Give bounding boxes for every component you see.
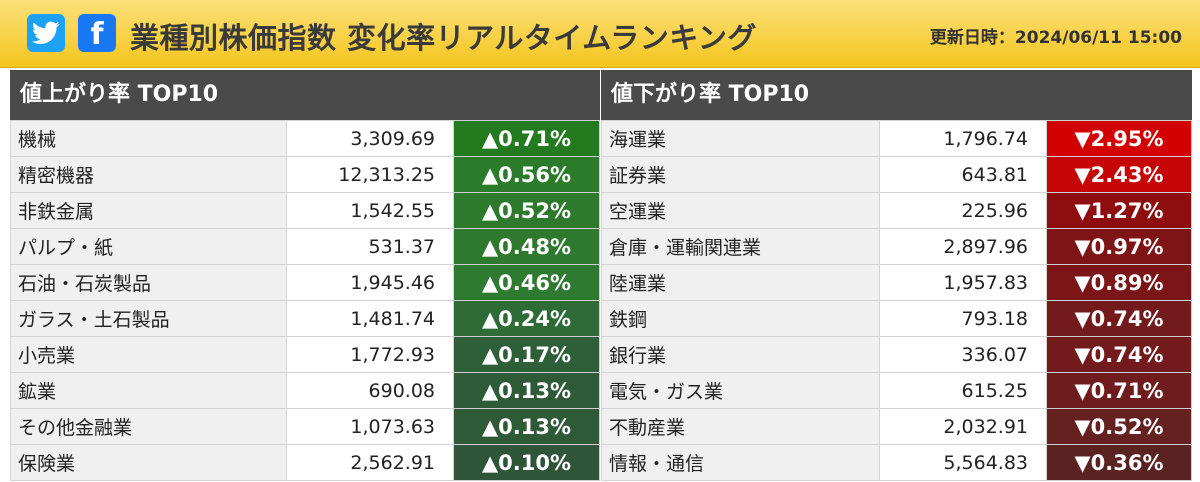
- table-row[interactable]: 精密機器 12,313.25 ▲0.56%: [10, 156, 600, 193]
- sector-name[interactable]: 機械: [10, 120, 287, 157]
- sector-name[interactable]: 鉱業: [10, 372, 287, 409]
- sector-name[interactable]: 証券業: [601, 156, 880, 193]
- sector-name[interactable]: 陸運業: [601, 264, 880, 301]
- change-rate-badge: ▲0.24%: [453, 300, 600, 337]
- change-rate-badge: ▼0.52%: [1046, 408, 1192, 445]
- losers-heading: 値下がり率 TOP10: [601, 70, 1192, 120]
- change-rate-badge: ▼0.89%: [1046, 264, 1192, 301]
- change-rate-badge: ▼2.95%: [1046, 120, 1192, 157]
- change-rate-badge: ▲0.10%: [453, 444, 600, 481]
- table-row[interactable]: 海運業 1,796.74 ▼2.95%: [601, 120, 1192, 157]
- sector-name[interactable]: その他金融業: [10, 408, 287, 445]
- table-row[interactable]: 小売業 1,772.93 ▲0.17%: [10, 336, 600, 373]
- updated-timestamp: 更新日時：2024/06/11 15:00: [929, 28, 1182, 48]
- change-rate-badge: ▼0.74%: [1046, 336, 1192, 373]
- index-value: 2,897.96: [879, 228, 1047, 265]
- table-row[interactable]: 鉄鋼 793.18 ▼0.74%: [601, 300, 1192, 337]
- index-value: 5,564.83: [879, 444, 1047, 481]
- change-rate-badge: ▲0.56%: [453, 156, 600, 193]
- table-row[interactable]: 機械 3,309.69 ▲0.71%: [10, 120, 600, 157]
- table-row[interactable]: 石油・石炭製品 1,945.46 ▲0.46%: [10, 264, 600, 301]
- sector-name[interactable]: 電気・ガス業: [601, 372, 880, 409]
- facebook-f-icon: f: [90, 17, 104, 52]
- gainers-table: 機械 3,309.69 ▲0.71% 精密機器 12,313.25 ▲0.56% 非鉄金属 1…: [10, 120, 600, 481]
- page-header: f 業種別株価指数 変化率リアルタイムランキング 更新日時：2024/06/11…: [0, 0, 1200, 68]
- change-rate-badge: ▼2.43%: [1046, 156, 1192, 193]
- sector-name[interactable]: 保険業: [10, 444, 287, 481]
- change-rate-badge: ▲0.52%: [453, 192, 600, 229]
- sector-name[interactable]: 海運業: [601, 120, 880, 157]
- index-value: 643.81: [879, 156, 1047, 193]
- table-row[interactable]: 陸運業 1,957.83 ▼0.89%: [601, 264, 1192, 301]
- sector-name[interactable]: 空運業: [601, 192, 880, 229]
- table-row[interactable]: 電気・ガス業 615.25 ▼0.71%: [601, 372, 1192, 409]
- change-rate-badge: ▼0.97%: [1046, 228, 1192, 265]
- index-value: 1,957.83: [879, 264, 1047, 301]
- sector-name[interactable]: 精密機器: [10, 156, 287, 193]
- twitter-bird-icon: [32, 21, 60, 44]
- index-value: 3,309.69: [286, 120, 454, 157]
- index-value: 1,073.63: [286, 408, 454, 445]
- table-row[interactable]: 証券業 643.81 ▼2.43%: [601, 156, 1192, 193]
- change-rate-badge: ▼0.74%: [1046, 300, 1192, 337]
- index-value: 690.08: [286, 372, 454, 409]
- change-rate-badge: ▲0.13%: [453, 372, 600, 409]
- sector-name[interactable]: 倉庫・運輸関連業: [601, 228, 880, 265]
- sector-name[interactable]: 銀行業: [601, 336, 880, 373]
- page-title: 業種別株価指数 変化率リアルタイムランキング: [130, 21, 757, 55]
- table-row[interactable]: 保険業 2,562.91 ▲0.10%: [10, 444, 600, 481]
- losers-table: 海運業 1,796.74 ▼2.95% 証券業 643.81 ▼2.43% 空運業 225.9…: [601, 120, 1192, 481]
- table-row[interactable]: パルプ・紙 531.37 ▲0.48%: [10, 228, 600, 265]
- change-rate-badge: ▲0.48%: [453, 228, 600, 265]
- index-value: 1,945.46: [286, 264, 454, 301]
- index-value: 1,796.74: [879, 120, 1047, 157]
- sector-name[interactable]: 石油・石炭製品: [10, 264, 287, 301]
- index-value: 336.07: [879, 336, 1047, 373]
- twitter-share-button[interactable]: [27, 14, 65, 52]
- table-row[interactable]: 鉱業 690.08 ▲0.13%: [10, 372, 600, 409]
- index-value: 1,772.93: [286, 336, 454, 373]
- gainers-panel: 値上がり率 TOP10 機械 3,309.69 ▲0.71% 精密機器 12,313.2…: [10, 70, 600, 481]
- table-row[interactable]: 空運業 225.96 ▼1.27%: [601, 192, 1192, 229]
- sector-name[interactable]: 小売業: [10, 336, 287, 373]
- change-rate-badge: ▼0.36%: [1046, 444, 1192, 481]
- facebook-share-button[interactable]: f: [78, 14, 116, 52]
- index-value: 1,542.55: [286, 192, 454, 229]
- sector-name[interactable]: ガラス・土石製品: [10, 300, 287, 337]
- index-value: 2,032.91: [879, 408, 1047, 445]
- index-value: 12,313.25: [286, 156, 454, 193]
- change-rate-badge: ▲0.46%: [453, 264, 600, 301]
- sector-name[interactable]: 鉄鋼: [601, 300, 880, 337]
- sector-name[interactable]: 非鉄金属: [10, 192, 287, 229]
- table-row[interactable]: 倉庫・運輸関連業 2,897.96 ▼0.97%: [601, 228, 1192, 265]
- index-value: 1,481.74: [286, 300, 454, 337]
- change-rate-badge: ▼1.27%: [1046, 192, 1192, 229]
- gainers-heading: 値上がり率 TOP10: [10, 70, 600, 120]
- change-rate-badge: ▲0.17%: [453, 336, 600, 373]
- change-rate-badge: ▲0.71%: [453, 120, 600, 157]
- index-value: 225.96: [879, 192, 1047, 229]
- table-row[interactable]: 情報・通信 5,564.83 ▼0.36%: [601, 444, 1192, 481]
- sector-name[interactable]: 不動産業: [601, 408, 880, 445]
- table-row[interactable]: ガラス・土石製品 1,481.74 ▲0.24%: [10, 300, 600, 337]
- index-value: 793.18: [879, 300, 1047, 337]
- index-value: 615.25: [879, 372, 1047, 409]
- sector-name[interactable]: 情報・通信: [601, 444, 880, 481]
- index-value: 2,562.91: [286, 444, 454, 481]
- change-rate-badge: ▲0.13%: [453, 408, 600, 445]
- table-row[interactable]: 非鉄金属 1,542.55 ▲0.52%: [10, 192, 600, 229]
- table-row[interactable]: 不動産業 2,032.91 ▼0.52%: [601, 408, 1192, 445]
- index-value: 531.37: [286, 228, 454, 265]
- change-rate-badge: ▼0.71%: [1046, 372, 1192, 409]
- sector-name[interactable]: パルプ・紙: [10, 228, 287, 265]
- table-row[interactable]: その他金融業 1,073.63 ▲0.13%: [10, 408, 600, 445]
- table-row[interactable]: 銀行業 336.07 ▼0.74%: [601, 336, 1192, 373]
- losers-panel: 値下がり率 TOP10 海運業 1,796.74 ▼2.95% 証券業 643.81 ▼2…: [601, 70, 1192, 481]
